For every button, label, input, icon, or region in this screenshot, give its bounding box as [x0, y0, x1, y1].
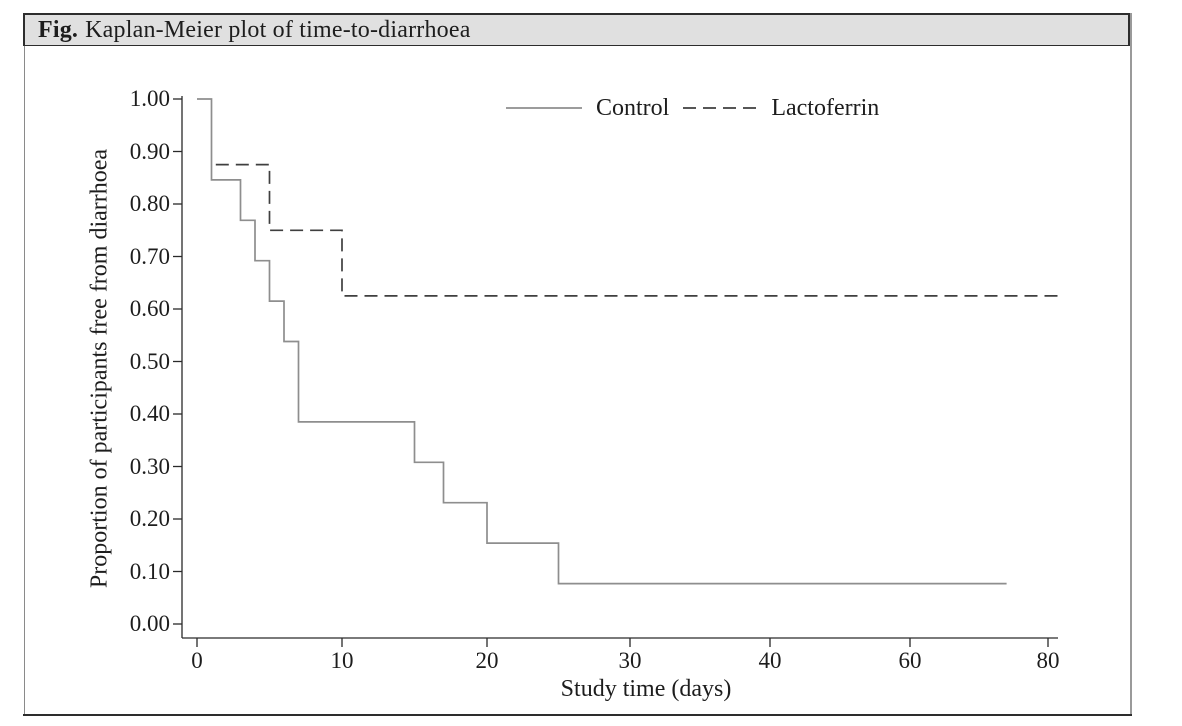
x-tick-label: 40 [758, 648, 782, 673]
y-tick-label: 0.90 [129, 138, 170, 164]
frame-bottom-border [23, 714, 1132, 716]
y-tick-label: 0.60 [129, 296, 170, 321]
y-tick-label: 0.30 [129, 453, 170, 479]
y-tick-label: 0.00 [129, 611, 170, 636]
x-tick-label: 60 [898, 648, 922, 673]
x-tick-label: 80 [1036, 648, 1060, 673]
chart-legend: Control Lactoferrin [506, 95, 893, 121]
legend-solid-line-sample [506, 107, 582, 109]
km-curve-lactoferrin [215, 163, 1062, 297]
km-curve-control [197, 98, 1007, 585]
x-tick-label: 20 [475, 648, 499, 673]
y-tick-label: 0.80 [129, 191, 170, 216]
y-tick-label: 1.00 [129, 86, 170, 111]
x-tick-label: 30 [618, 648, 642, 673]
y-tick-label: 0.10 [129, 558, 170, 584]
figure-title: Kaplan-Meier plot of time-to-diarrhoea [85, 16, 471, 43]
x-axis-label: Study time (days) [560, 676, 732, 702]
frame-right-border [1130, 13, 1132, 714]
y-tick-label: 0.20 [129, 506, 170, 531]
frame-left-border [24, 46, 25, 714]
x-tick-label: 0 [191, 648, 203, 673]
legend-label-control: Control [596, 94, 670, 121]
y-tick-label: 0.50 [129, 348, 170, 374]
figure-label: Fig. [38, 16, 79, 43]
legend-label-lactoferrin: Lactoferrin [771, 94, 880, 121]
figure-title-bar: Fig. Kaplan-Meier plot of time-to-diarrh… [23, 13, 1130, 46]
y-tick-label: 0.40 [129, 401, 170, 426]
clipped-caption-fragment [38, 719, 1178, 726]
legend-dashed-line-sample [683, 107, 758, 109]
y-tick-label: 0.70 [129, 243, 170, 269]
x-tick-label: 10 [330, 648, 354, 673]
